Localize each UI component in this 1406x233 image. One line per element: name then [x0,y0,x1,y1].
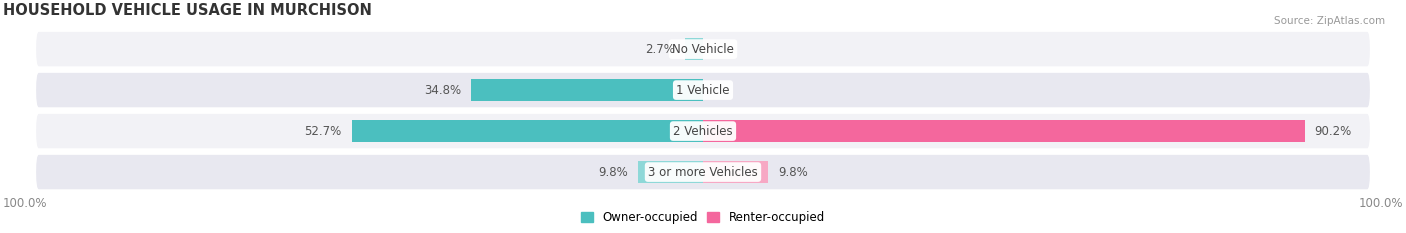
FancyBboxPatch shape [37,32,1369,66]
FancyBboxPatch shape [37,114,1369,148]
Bar [471,79,703,101]
FancyBboxPatch shape [37,73,1369,107]
Bar [703,161,768,183]
FancyBboxPatch shape [37,155,1369,189]
Text: 90.2%: 90.2% [1315,125,1351,137]
Text: HOUSEHOLD VEHICLE USAGE IN MURCHISON: HOUSEHOLD VEHICLE USAGE IN MURCHISON [3,3,371,18]
Bar [703,120,1305,142]
Text: 100.0%: 100.0% [1358,198,1403,210]
Bar [685,38,703,60]
Text: 34.8%: 34.8% [423,84,461,97]
Text: Source: ZipAtlas.com: Source: ZipAtlas.com [1274,16,1385,26]
Text: 2 Vehicles: 2 Vehicles [673,125,733,137]
Text: 3 or more Vehicles: 3 or more Vehicles [648,166,758,178]
Bar [638,161,703,183]
Text: 9.8%: 9.8% [598,166,627,178]
Text: 2.7%: 2.7% [645,43,675,56]
Bar [352,120,703,142]
Legend: Owner-occupied, Renter-occupied: Owner-occupied, Renter-occupied [576,206,830,229]
Text: 1 Vehicle: 1 Vehicle [676,84,730,97]
Text: No Vehicle: No Vehicle [672,43,734,56]
Text: 9.8%: 9.8% [779,166,808,178]
Text: 100.0%: 100.0% [3,198,48,210]
Text: 52.7%: 52.7% [304,125,342,137]
